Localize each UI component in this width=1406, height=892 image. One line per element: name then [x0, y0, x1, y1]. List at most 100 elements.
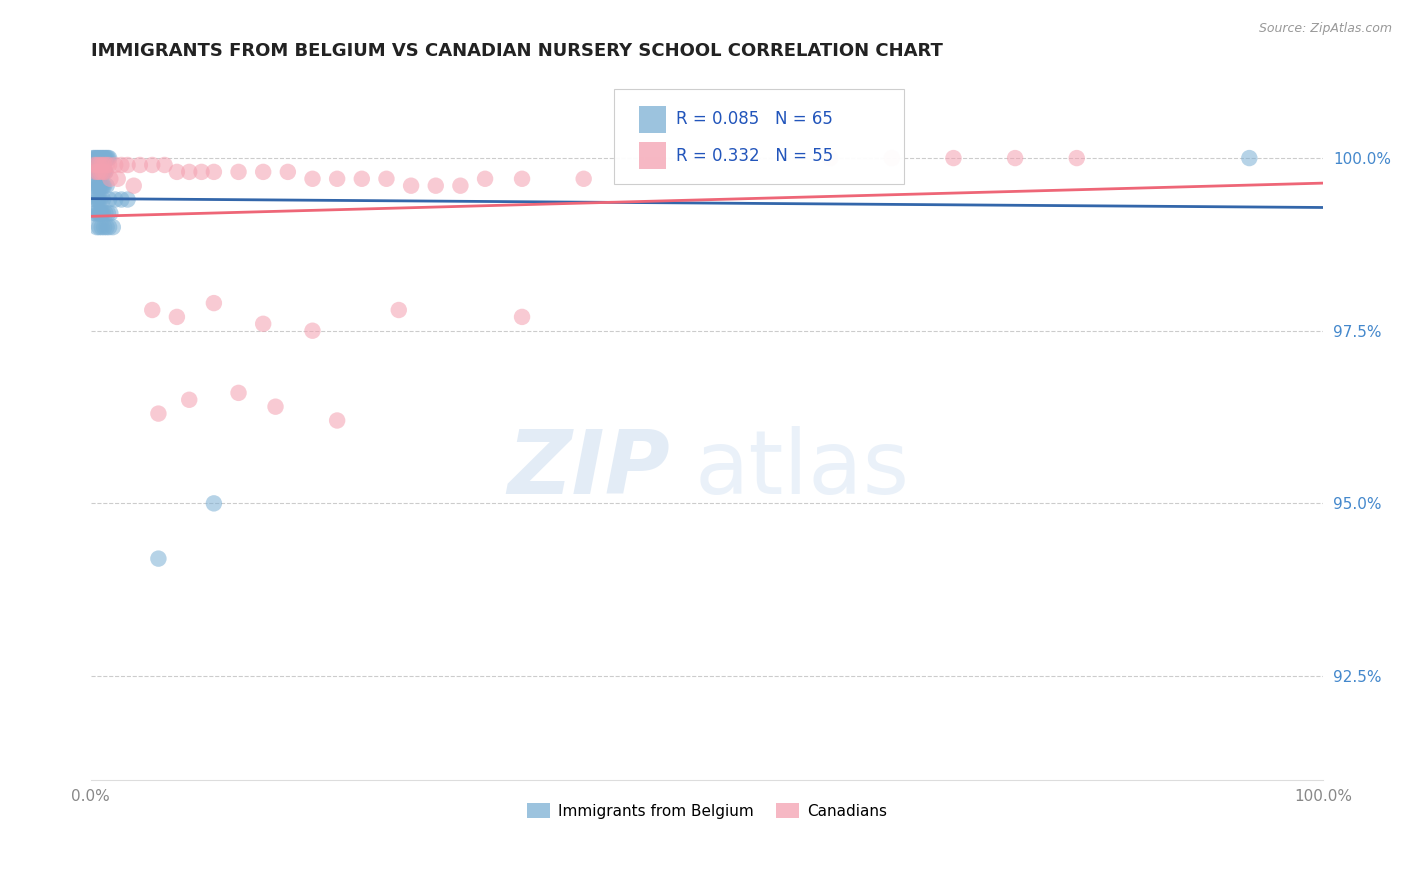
Point — [117, 193, 139, 207]
Point — [104, 193, 127, 207]
Point — [87, 151, 110, 165]
Point — [86, 158, 108, 172]
Point — [89, 220, 111, 235]
Point — [83, 151, 105, 165]
Point — [148, 551, 170, 566]
Point — [84, 165, 107, 179]
Point — [107, 171, 129, 186]
Point — [96, 151, 118, 165]
Point — [93, 158, 115, 172]
Point — [89, 165, 111, 179]
Point — [190, 165, 212, 179]
Point — [202, 496, 225, 510]
Point — [86, 165, 108, 179]
Point — [89, 206, 111, 220]
Point — [84, 151, 107, 165]
Point — [818, 151, 841, 165]
Point — [90, 178, 112, 193]
FancyBboxPatch shape — [640, 143, 666, 169]
Point — [89, 178, 111, 193]
Point — [117, 158, 139, 172]
Point — [87, 165, 110, 179]
Point — [93, 165, 115, 179]
Point — [141, 158, 163, 172]
Point — [326, 413, 349, 427]
Text: R = 0.085   N = 65: R = 0.085 N = 65 — [676, 111, 832, 128]
Point — [301, 171, 323, 186]
Point — [84, 206, 107, 220]
Point — [98, 220, 121, 235]
Point — [90, 165, 112, 179]
Point — [89, 151, 111, 165]
Point — [252, 165, 274, 179]
Point — [87, 206, 110, 220]
Point — [122, 178, 145, 193]
Point — [93, 220, 115, 235]
Point — [89, 193, 111, 207]
Point — [83, 206, 105, 220]
Point — [110, 158, 132, 172]
Point — [98, 158, 121, 172]
Point — [98, 206, 121, 220]
Point — [86, 193, 108, 207]
Point — [301, 324, 323, 338]
Point — [87, 178, 110, 193]
Point — [89, 165, 111, 179]
Point — [399, 178, 422, 193]
Point — [83, 178, 105, 193]
Point — [277, 165, 299, 179]
Text: Source: ZipAtlas.com: Source: ZipAtlas.com — [1258, 22, 1392, 36]
Point — [96, 158, 118, 172]
Point — [94, 151, 117, 165]
Point — [179, 165, 201, 179]
Point — [91, 151, 114, 165]
Point — [1239, 151, 1261, 165]
Point — [82, 151, 104, 165]
Text: atlas: atlas — [695, 426, 910, 513]
Point — [83, 165, 105, 179]
Point — [89, 151, 111, 165]
Point — [87, 193, 110, 207]
Point — [942, 151, 965, 165]
Point — [1066, 151, 1088, 165]
Point — [179, 392, 201, 407]
Point — [110, 193, 132, 207]
Point — [89, 158, 111, 172]
Point — [86, 178, 108, 193]
Point — [98, 193, 121, 207]
Point — [449, 178, 471, 193]
Point — [264, 400, 287, 414]
Point — [166, 310, 188, 324]
Point — [98, 151, 121, 165]
Point — [97, 206, 120, 220]
Point — [572, 171, 595, 186]
Point — [93, 178, 115, 193]
Point — [202, 296, 225, 310]
Point — [89, 165, 111, 179]
Point — [82, 178, 104, 193]
Text: ZIP: ZIP — [508, 426, 671, 513]
Point — [86, 151, 108, 165]
Point — [91, 206, 114, 220]
Point — [880, 151, 903, 165]
Point — [474, 171, 496, 186]
Point — [510, 171, 533, 186]
Point — [101, 220, 124, 235]
Point — [90, 220, 112, 235]
Point — [84, 165, 107, 179]
Point — [96, 178, 118, 193]
Point — [98, 171, 121, 186]
Point — [93, 151, 115, 165]
Point — [83, 158, 105, 172]
FancyBboxPatch shape — [614, 89, 904, 185]
Point — [510, 310, 533, 324]
Point — [252, 317, 274, 331]
Point — [129, 158, 152, 172]
Point — [91, 165, 114, 179]
Point — [388, 303, 411, 318]
Point — [94, 165, 117, 179]
Point — [84, 193, 107, 207]
Point — [202, 165, 225, 179]
Point — [375, 171, 398, 186]
Point — [94, 206, 117, 220]
